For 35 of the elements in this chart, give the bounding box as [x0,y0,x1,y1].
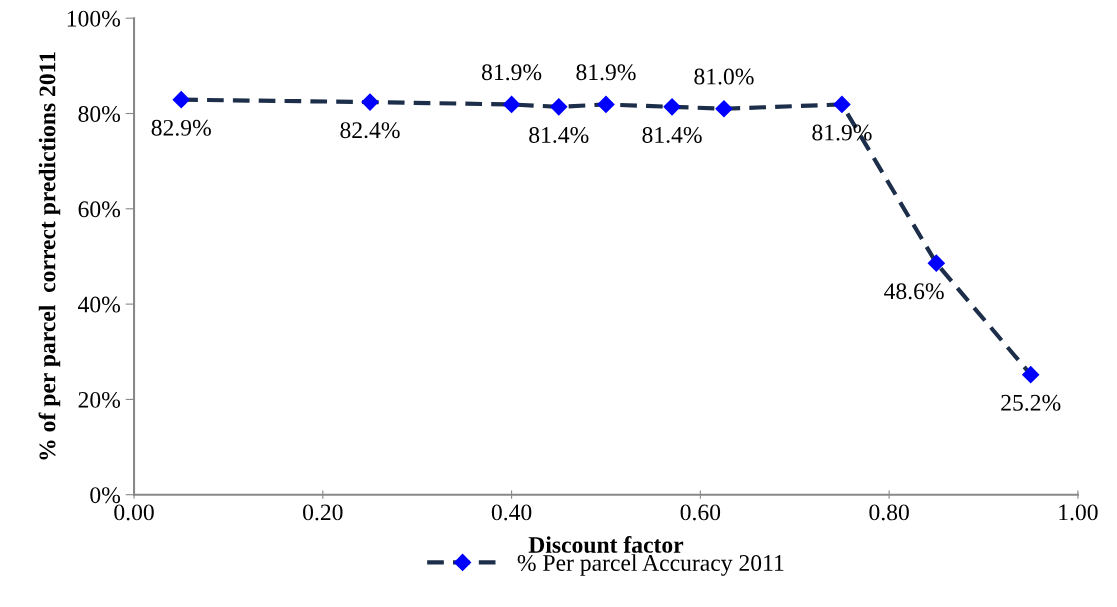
point [361,93,379,111]
data-label: 81.4% [529,126,589,143]
point [550,98,568,116]
data-label: 25.2% [1001,394,1061,411]
x-tick-label: 0.40 [491,504,532,521]
data-label: 82.4% [340,122,400,139]
y-tick-label: 40% [78,296,121,313]
y-tick-label: 80% [78,106,121,123]
x-tick-label: 0.00 [114,504,154,521]
y-tick-label: 20% [78,391,121,408]
data-label: 81.9% [481,64,542,81]
point [663,98,681,116]
x-tick-label: 1.00 [1059,504,1098,521]
data-label: 82.9% [151,119,211,136]
point [833,95,851,114]
y-tick-label: 60% [78,201,121,218]
x-tick-label: 0.80 [869,504,909,521]
y-tick-label: 100% [67,10,121,27]
y-axis-title: % of per parcel correct predictions 2011 [38,52,61,460]
data-label: 48.6% [884,283,944,300]
point [597,95,615,114]
data-label: 81.9% [576,64,636,81]
data-label: 81.4% [642,126,702,143]
data-label: 81.0% [694,68,754,85]
point [1022,366,1040,384]
x-tick-label: 0.60 [680,504,721,521]
point [503,95,521,114]
point [927,254,945,272]
point [715,100,733,118]
y-tick-label: 0% [90,487,121,504]
point [172,91,190,109]
data-label: 81.9% [812,124,872,141]
x-axis-title: Discount factor [528,536,684,553]
legend-label: % Per parcel Accuracy 2011 [517,554,784,576]
x-tick-label: 0.20 [303,504,343,521]
